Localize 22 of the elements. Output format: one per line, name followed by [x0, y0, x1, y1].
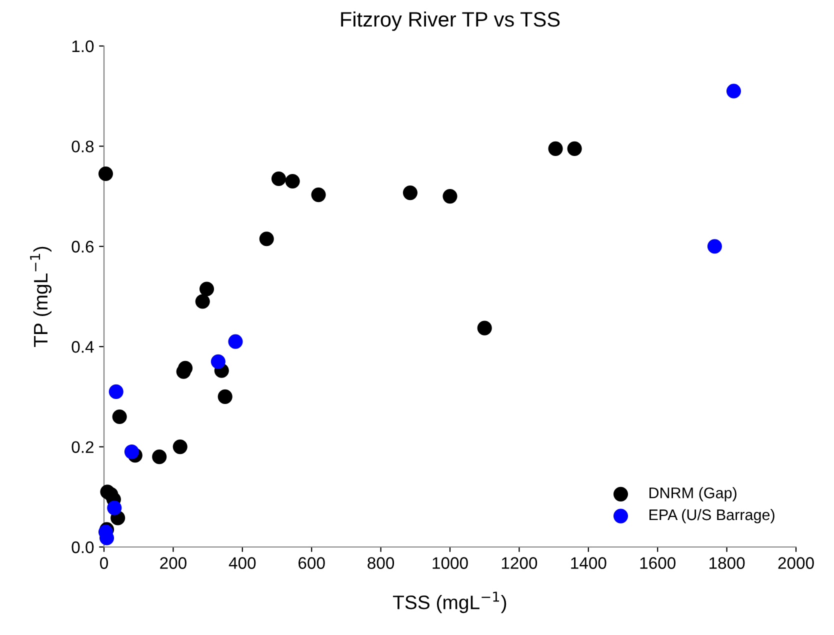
x-tick-label: 1200	[502, 557, 538, 569]
x-tick-label: 1800	[710, 557, 745, 569]
chart-title: Fitzroy River TP vs TSS	[341, 11, 560, 31]
x-tick-label: 800	[368, 557, 394, 569]
x-tick-label: 2000	[778, 557, 814, 569]
x-tick-label: 0	[100, 557, 108, 569]
x-tick-label: 400	[228, 557, 256, 569]
y-tick-label: 0.0	[72, 541, 94, 554]
x-axis-title: TSS (mgL$^{−1}$)	[392, 592, 506, 614]
y-tick-label: 0.2	[72, 441, 94, 454]
legend-label: EPA (U/S Barrage)	[650, 508, 774, 524]
y-tick-label: 0.6	[72, 240, 94, 253]
y-axis-title: TP (mgL$^{−1}$)	[30, 246, 52, 348]
y-tick-label: 0.4	[72, 341, 94, 353]
x-tick-label: 1600	[640, 557, 676, 569]
y-tick-label: 1.0	[72, 40, 94, 52]
legend-label: DNRM (Gap)	[650, 487, 736, 502]
y-tick-label: 0.8	[72, 140, 94, 152]
x-tick-label: 600	[298, 557, 325, 569]
x-tick-label: 1400	[571, 557, 606, 569]
x-tick-label: 1000	[432, 557, 468, 569]
x-tick-label: 200	[160, 557, 186, 569]
